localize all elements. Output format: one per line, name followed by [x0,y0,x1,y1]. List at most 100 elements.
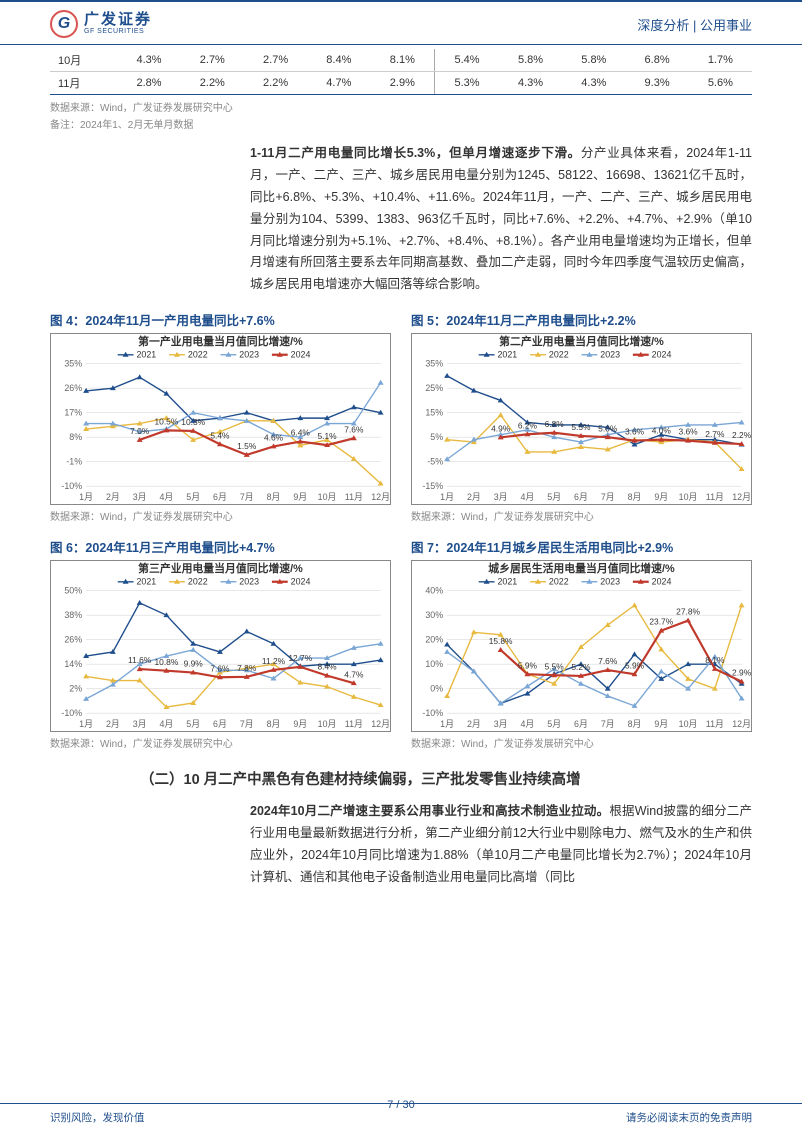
table-row: 10月4.3%2.7%2.7%8.4%8.1%5.4%5.8%5.8%6.8%1… [50,49,752,72]
svg-text:1月: 1月 [79,492,93,502]
svg-text:17%: 17% [64,408,82,418]
svg-text:9.9%: 9.9% [184,659,204,669]
svg-text:27.8%: 27.8% [676,607,700,617]
page-footer: 识别风险，发现价值 请务必阅读末页的免责声明 [0,1103,802,1133]
fig4-chart: 第一产业用电量当月值同比增速/%2021202220232024-10%-1%8… [50,333,391,505]
svg-text:12月: 12月 [732,719,751,729]
fig7-source: 数据来源：Wind，广发证券发展研究中心 [411,735,752,750]
svg-text:8%: 8% [69,432,82,442]
svg-text:2月: 2月 [106,492,120,502]
svg-text:5.1%: 5.1% [318,431,338,441]
svg-text:23.7%: 23.7% [649,617,673,627]
svg-text:2024: 2024 [652,577,672,587]
svg-text:-15%: -15% [422,481,443,491]
svg-text:8月: 8月 [267,719,281,729]
svg-text:50%: 50% [64,586,82,596]
table-remark: 备注：2024年1、2月无单月数据 [50,116,752,131]
svg-text:第二产业用电量当月值同比增速/%: 第二产业用电量当月值同比增速/% [499,334,664,348]
svg-text:7月: 7月 [601,492,615,502]
fig5-caption: 图 5：2024年11月二产用电量同比+2.2% [411,310,752,329]
svg-text:4.7%: 4.7% [344,669,364,679]
svg-text:12月: 12月 [732,492,751,502]
svg-text:5月: 5月 [186,719,200,729]
svg-text:第一产业用电量当月值同比增速/%: 第一产业用电量当月值同比增速/% [138,334,303,348]
svg-text:5.9%: 5.9% [625,660,645,670]
svg-text:2.9%: 2.9% [732,668,751,678]
section-2-paragraph: 2024年10月二产增速主要系公用事业行业和高技术制造业拉动。根据Wind披露的… [250,801,752,889]
svg-text:7.0%: 7.0% [130,426,150,436]
svg-text:4月: 4月 [521,719,535,729]
svg-text:10月: 10月 [318,492,337,502]
svg-text:4月: 4月 [521,492,535,502]
svg-text:2024: 2024 [291,577,311,587]
svg-text:6月: 6月 [213,719,227,729]
svg-text:2.7%: 2.7% [705,429,725,439]
svg-text:5.9%: 5.9% [518,660,538,670]
svg-text:2023: 2023 [600,350,620,360]
header-breadcrumb: 深度分析 | 公用事业 [637,15,752,34]
svg-text:7.6%: 7.6% [344,424,364,434]
svg-text:-10%: -10% [61,481,82,491]
svg-text:2022: 2022 [188,350,208,360]
svg-text:8.1%: 8.1% [705,655,725,665]
logo-text-en: GF SECURITIES [84,28,152,36]
svg-text:10月: 10月 [318,719,337,729]
svg-text:5月: 5月 [186,492,200,502]
fig6-source: 数据来源：Wind，广发证券发展研究中心 [50,735,391,750]
svg-text:8.4%: 8.4% [318,662,338,672]
svg-text:8月: 8月 [628,492,642,502]
para1-body: 分产业具体来看，2024年1-11月，一产、二产、三产、城乡居民用电量分别为12… [250,146,752,291]
svg-text:4月: 4月 [160,492,174,502]
svg-text:10月: 10月 [679,719,698,729]
logo-icon: G [50,10,78,38]
svg-text:6月: 6月 [574,719,588,729]
svg-text:6.2%: 6.2% [518,420,538,430]
svg-text:-5%: -5% [427,457,443,467]
section2-lead: 2024年10月二产增速主要系公用事业行业和高技术制造业拉动。 [250,804,609,818]
svg-text:11.6%: 11.6% [128,655,152,665]
svg-text:25%: 25% [425,383,443,393]
fig7-caption: 图 7：2024年11月城乡居民生活用电同比+2.9% [411,537,752,556]
svg-text:12月: 12月 [371,719,390,729]
svg-text:35%: 35% [425,359,443,369]
svg-text:2021: 2021 [497,350,517,360]
svg-text:6月: 6月 [574,492,588,502]
svg-text:3月: 3月 [133,492,147,502]
svg-text:5月: 5月 [547,719,561,729]
fig6-chart: 第三产业用电量当月值同比增速/%2021202220232024-10%2%14… [50,560,391,732]
fig4-source: 数据来源：Wind，广发证券发展研究中心 [50,508,391,523]
svg-text:5.4%: 5.4% [210,430,230,440]
svg-text:-1%: -1% [66,457,82,467]
svg-text:4.6%: 4.6% [264,433,284,443]
svg-text:5.5%: 5.5% [571,422,591,432]
svg-text:3.6%: 3.6% [679,427,699,437]
fig5-chart: 第二产业用电量当月值同比增速/%2021202220232024-15%-5%5… [411,333,752,505]
svg-text:40%: 40% [425,586,443,596]
svg-text:10.3%: 10.3% [181,417,205,427]
svg-text:38%: 38% [64,610,82,620]
svg-text:9月: 9月 [293,719,307,729]
svg-text:2月: 2月 [106,719,120,729]
svg-text:-10%: -10% [422,708,443,718]
svg-text:2023: 2023 [239,577,259,587]
svg-text:5.5%: 5.5% [545,661,565,671]
svg-text:11月: 11月 [345,719,363,729]
svg-text:2022: 2022 [549,350,569,360]
svg-text:2%: 2% [69,684,82,694]
footer-right: 请务必阅读末页的免责声明 [626,1110,752,1125]
svg-text:15.8%: 15.8% [489,636,513,646]
svg-text:2021: 2021 [497,577,517,587]
logo: G 广发证券 GF SECURITIES [50,10,152,38]
svg-text:6.8%: 6.8% [545,419,565,429]
svg-text:6月: 6月 [213,492,227,502]
svg-text:7月: 7月 [240,492,254,502]
svg-text:11月: 11月 [706,492,724,502]
svg-text:20%: 20% [425,635,443,645]
table-row: 11月2.8%2.2%2.2%4.7%2.9%5.3%4.3%4.3%9.3%5… [50,72,752,95]
svg-text:10%: 10% [425,659,443,669]
svg-text:5.0%: 5.0% [598,423,618,433]
svg-text:10月: 10月 [679,492,698,502]
svg-text:8月: 8月 [628,719,642,729]
footer-left: 识别风险，发现价值 [50,1110,145,1125]
svg-text:30%: 30% [425,610,443,620]
